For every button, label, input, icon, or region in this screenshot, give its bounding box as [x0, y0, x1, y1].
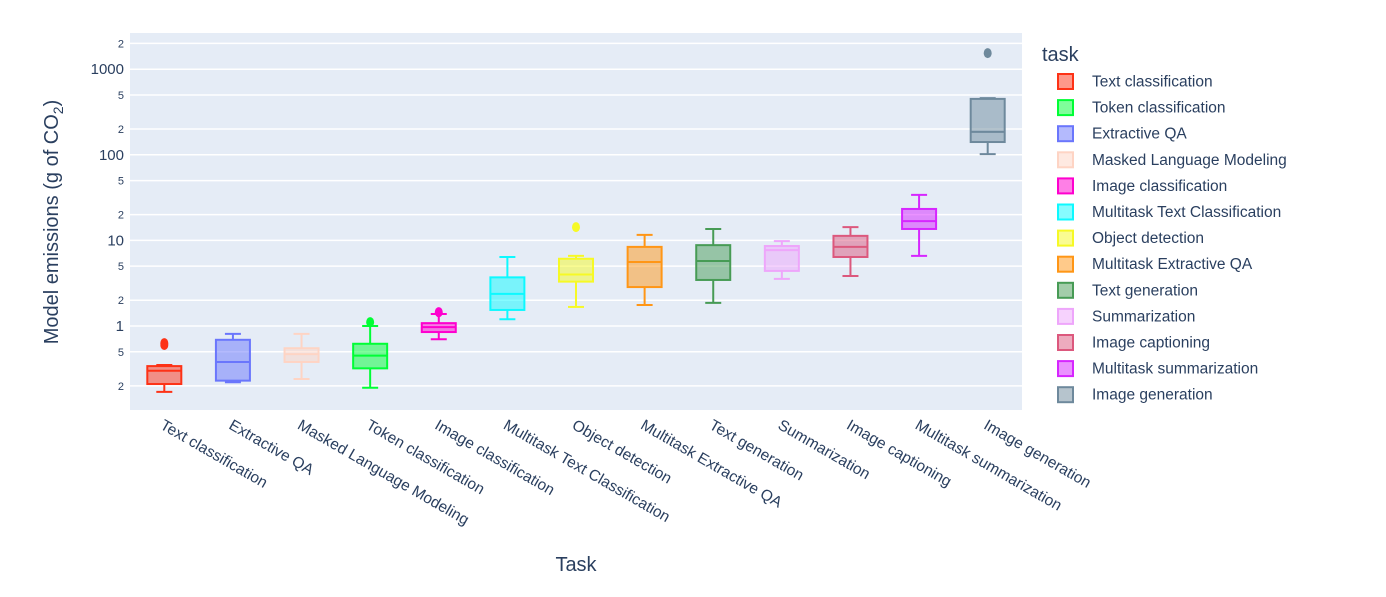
- x-tick-label: Token classification: [363, 417, 487, 498]
- legend-item[interactable]: Multitask Extractive QA: [1057, 255, 1253, 273]
- legend-item[interactable]: Token classification: [1057, 99, 1226, 117]
- legend-swatch-icon: [1057, 229, 1074, 247]
- legend-label: Multitask Text Classification: [1092, 204, 1281, 221]
- y-tick-label: 5: [118, 347, 124, 359]
- y-tick-label: 1: [116, 318, 124, 335]
- box-image-captioning[interactable]: [832, 226, 869, 277]
- y-tick-label: 2: [118, 210, 124, 222]
- box-multitask-text-classification[interactable]: [489, 255, 526, 321]
- legend-item[interactable]: Summarization: [1057, 307, 1195, 325]
- legend-label: Extractive QA: [1092, 126, 1187, 143]
- legend-item[interactable]: Multitask summarization: [1057, 360, 1258, 378]
- legend-swatch-icon: [1057, 360, 1074, 378]
- legend-item[interactable]: Text classification: [1057, 73, 1213, 91]
- y-tick-label: 1000: [91, 61, 124, 78]
- box-text-classification[interactable]: [146, 338, 183, 393]
- legend-label: Summarization: [1092, 308, 1195, 325]
- box-extractive-qa[interactable]: [214, 332, 251, 384]
- box-multitask-summarization[interactable]: [901, 193, 938, 257]
- legend-swatch-icon: [1057, 334, 1074, 351]
- outlier-point[interactable]: [434, 307, 443, 318]
- box-iqr: [283, 347, 320, 363]
- legend-item[interactable]: Masked Language Modeling: [1057, 151, 1287, 169]
- legend-swatch-icon: [1057, 386, 1074, 404]
- box-iqr: [558, 257, 594, 283]
- box-masked-language-modeling[interactable]: [283, 332, 320, 381]
- box-iqr: [969, 97, 1006, 144]
- legend-label: Image captioning: [1092, 335, 1210, 352]
- legend-item[interactable]: Image generation: [1057, 386, 1213, 404]
- legend-swatch-icon: [1057, 151, 1074, 169]
- outlier-point[interactable]: [366, 317, 375, 328]
- legend-swatch-icon: [1057, 177, 1074, 195]
- box-text-generation[interactable]: [695, 227, 732, 304]
- legend-label: Text generation: [1092, 282, 1198, 299]
- x-tick-label: Image classification: [432, 417, 558, 499]
- y-tick-label: 5: [118, 261, 124, 273]
- y-tick-label: 10: [107, 232, 124, 249]
- y-tick-label: 5: [118, 176, 124, 188]
- y-tick-label: 2: [118, 124, 124, 136]
- legend-swatch-icon: [1057, 99, 1074, 117]
- outlier-point[interactable]: [572, 222, 580, 233]
- box-iqr: [214, 338, 251, 382]
- y-tick-label: 5: [118, 90, 124, 102]
- legend-swatch-icon: [1057, 125, 1074, 143]
- legend-title: task: [1042, 44, 1080, 66]
- legend-label: Token classification: [1092, 100, 1226, 117]
- legend-label: Text classification: [1092, 74, 1213, 91]
- y-tick-label: 2: [118, 38, 124, 50]
- legend-label: Object detection: [1092, 230, 1204, 247]
- y-axis-title: Model emissions (g of CO2): [41, 100, 66, 345]
- legend-swatch-icon: [1057, 73, 1074, 90]
- box-multitask-extractive-qa[interactable]: [626, 233, 663, 306]
- legend-item[interactable]: Text generation: [1057, 281, 1198, 299]
- legend-swatch-icon: [1057, 255, 1074, 273]
- box-iqr: [626, 245, 663, 289]
- box-object-detection[interactable]: [558, 222, 594, 308]
- legend-label: Multitask summarization: [1092, 361, 1258, 378]
- plot-area: [130, 33, 1022, 410]
- legend-swatch-icon: [1057, 307, 1074, 325]
- legend-label: Masked Language Modeling: [1092, 152, 1287, 169]
- y-tick-label: 2: [118, 381, 124, 393]
- legend-item[interactable]: Multitask Text Classification: [1057, 203, 1281, 221]
- box-iqr: [146, 365, 183, 386]
- y-axis-title-subscript: 2: [50, 106, 66, 114]
- y-tick-label: 100: [99, 147, 124, 164]
- outlier-point[interactable]: [983, 48, 992, 59]
- legend-item[interactable]: Extractive QA: [1057, 125, 1187, 143]
- outlier-point[interactable]: [160, 338, 169, 349]
- legend-label: Image classification: [1092, 178, 1227, 195]
- legend-item[interactable]: Image classification: [1057, 177, 1227, 195]
- legend-swatch-icon: [1057, 281, 1074, 299]
- box-summarization[interactable]: [763, 240, 800, 280]
- box-iqr: [695, 244, 732, 281]
- legend-label: Image generation: [1092, 387, 1213, 404]
- legend-label: Multitask Extractive QA: [1092, 256, 1253, 273]
- box-token-classification[interactable]: [352, 317, 389, 389]
- box-iqr: [901, 207, 938, 230]
- legend-swatch-icon: [1057, 203, 1074, 221]
- x-axis-title: Task: [555, 554, 597, 576]
- box-image-classification[interactable]: [420, 307, 457, 341]
- legend-item[interactable]: Object detection: [1057, 229, 1204, 247]
- box-image-generation[interactable]: [969, 48, 1006, 156]
- legend-item[interactable]: Image captioning: [1057, 334, 1210, 352]
- y-tick-label: 2: [118, 295, 124, 307]
